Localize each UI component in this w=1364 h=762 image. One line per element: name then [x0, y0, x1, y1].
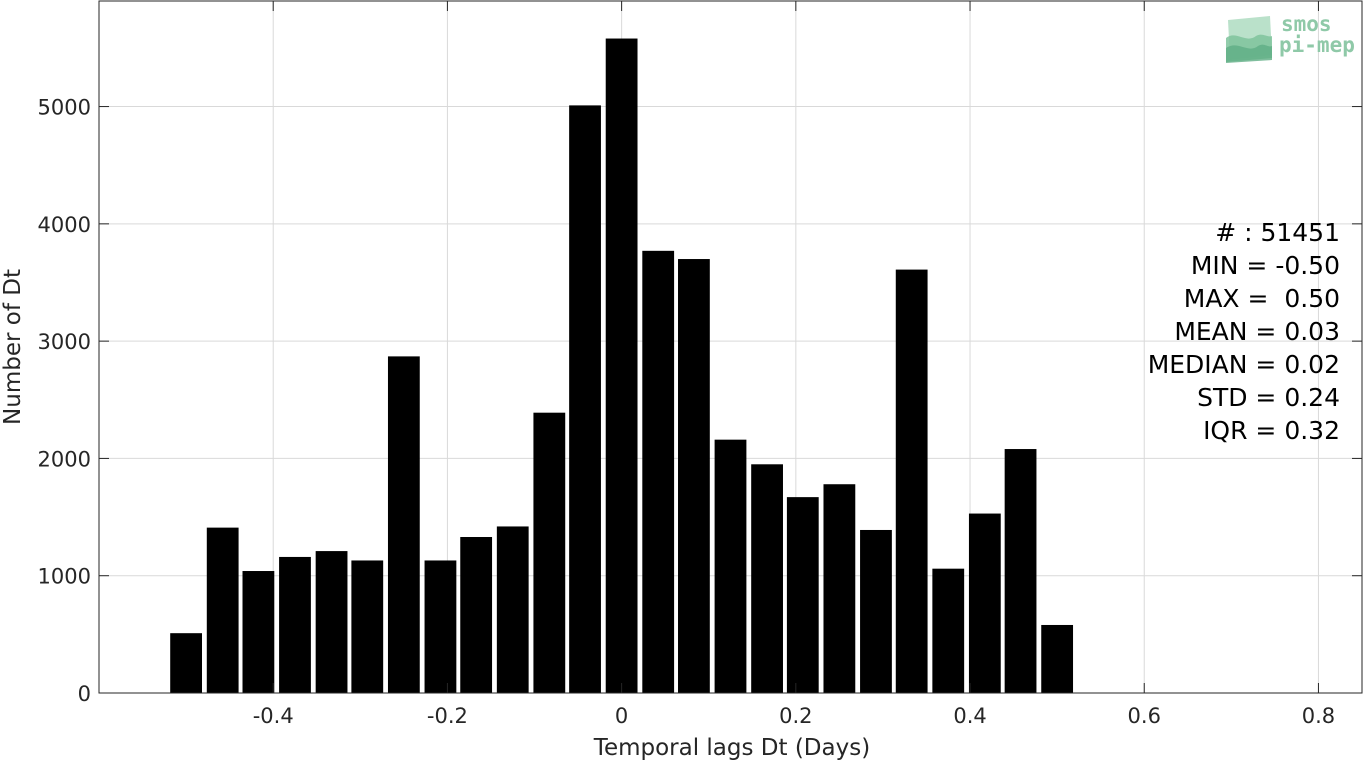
bar: [786, 497, 819, 693]
statistics-annotation: # : 51451 MIN = -0.50 MAX = 0.50 MEAN = …: [1148, 218, 1340, 445]
y-tick-label: 0: [78, 682, 91, 706]
bar: [751, 464, 783, 693]
bar: [279, 556, 311, 693]
x-tick-label: -0.2: [427, 704, 468, 728]
bar: [533, 412, 566, 693]
bar: [496, 526, 529, 693]
bar: [678, 259, 710, 693]
bar: [569, 105, 601, 693]
y-axis-title: Number of Dt: [0, 269, 26, 425]
bar: [642, 250, 675, 693]
y-tick-label: 1000: [38, 565, 91, 589]
x-axis-title: Temporal lags Dt (Days): [593, 735, 870, 761]
bar: [315, 551, 348, 693]
y-tick-label: 2000: [38, 447, 91, 471]
bars: [170, 38, 1074, 693]
y-tick-label: 4000: [38, 213, 91, 237]
bar: [206, 527, 239, 693]
x-tick-label: 0.4: [953, 704, 986, 728]
bar: [968, 513, 1001, 693]
stat-std: STD = 0.24: [1197, 383, 1340, 412]
stat-min: MIN = -0.50: [1191, 251, 1340, 280]
bar: [387, 356, 420, 693]
bar: [1041, 624, 1074, 693]
x-tick-label: 0.6: [1128, 704, 1161, 728]
smos-pi-mep-logo: smos pi-mep: [1226, 12, 1355, 63]
logo-line-1: smos: [1281, 12, 1332, 36]
logo-waves-icon: [1226, 16, 1272, 63]
x-tick-label: 0: [615, 704, 628, 728]
stat-median: MEDIAN = 0.02: [1148, 350, 1340, 379]
bar: [424, 560, 457, 693]
bar: [460, 537, 493, 693]
tick-marks: [99, 1, 1362, 694]
bar: [1004, 449, 1037, 693]
bar: [242, 571, 275, 693]
bar: [895, 269, 928, 693]
plot-frame: [98, 0, 1363, 694]
x-tick-label: 0.2: [779, 704, 812, 728]
y-tick-labels: 0 1000 2000 3000 4000 5000: [38, 96, 91, 706]
bar: [932, 568, 965, 693]
stat-max: MAX = 0.50: [1184, 284, 1340, 313]
bar: [170, 633, 202, 693]
x-tick-label: -0.4: [253, 704, 294, 728]
stat-iqr: IQR = 0.32: [1203, 416, 1340, 445]
stat-count: # : 51451: [1215, 218, 1340, 247]
bar: [823, 484, 856, 693]
stat-mean: MEAN = 0.03: [1174, 317, 1340, 346]
y-tick-label: 3000: [38, 330, 91, 354]
bar: [605, 38, 638, 693]
bar: [351, 560, 384, 693]
y-tick-label: 5000: [38, 96, 91, 120]
x-tick-label: 0.8: [1302, 704, 1335, 728]
bar: [860, 529, 892, 693]
x-tick-labels: -0.4 -0.2 0 0.2 0.4 0.6 0.8: [253, 704, 1335, 728]
logo-line-2: pi-mep: [1279, 33, 1355, 57]
bar: [714, 439, 747, 693]
